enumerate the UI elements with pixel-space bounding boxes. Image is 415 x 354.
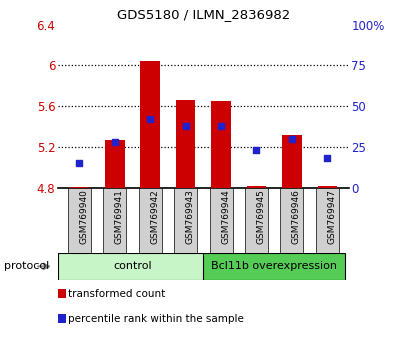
- Point: [253, 147, 260, 153]
- Bar: [140, 62, 160, 188]
- FancyBboxPatch shape: [203, 253, 345, 280]
- Point: [324, 155, 331, 161]
- Text: GSM769944: GSM769944: [221, 190, 230, 244]
- FancyBboxPatch shape: [210, 188, 232, 253]
- Point: [182, 123, 189, 129]
- FancyBboxPatch shape: [281, 188, 303, 253]
- Text: GSM769946: GSM769946: [292, 190, 301, 245]
- FancyBboxPatch shape: [245, 188, 268, 253]
- FancyBboxPatch shape: [103, 188, 126, 253]
- Text: GSM769942: GSM769942: [150, 190, 159, 244]
- Point: [76, 160, 83, 166]
- Text: protocol: protocol: [4, 261, 49, 272]
- FancyBboxPatch shape: [174, 188, 197, 253]
- FancyBboxPatch shape: [68, 188, 91, 253]
- Text: GSM769945: GSM769945: [256, 190, 266, 245]
- Bar: [317, 185, 337, 188]
- Bar: [105, 140, 124, 188]
- FancyBboxPatch shape: [316, 188, 339, 253]
- Text: GSM769940: GSM769940: [79, 190, 88, 245]
- Text: transformed count: transformed count: [68, 289, 166, 299]
- Text: GSM769947: GSM769947: [327, 190, 336, 245]
- Text: Bcl11b overexpression: Bcl11b overexpression: [211, 261, 337, 272]
- Bar: [176, 100, 195, 188]
- Text: percentile rank within the sample: percentile rank within the sample: [68, 314, 244, 324]
- Bar: [70, 187, 89, 188]
- Point: [147, 116, 154, 122]
- Bar: [247, 185, 266, 188]
- Text: GSM769941: GSM769941: [115, 190, 124, 245]
- Point: [218, 123, 225, 129]
- Point: [112, 139, 118, 145]
- Bar: [282, 135, 302, 188]
- Point: [288, 136, 295, 142]
- Title: GDS5180 / ILMN_2836982: GDS5180 / ILMN_2836982: [117, 8, 290, 21]
- Text: GSM769943: GSM769943: [186, 190, 195, 245]
- FancyBboxPatch shape: [139, 188, 162, 253]
- Text: control: control: [113, 261, 152, 272]
- FancyBboxPatch shape: [58, 253, 207, 280]
- Bar: [211, 101, 231, 188]
